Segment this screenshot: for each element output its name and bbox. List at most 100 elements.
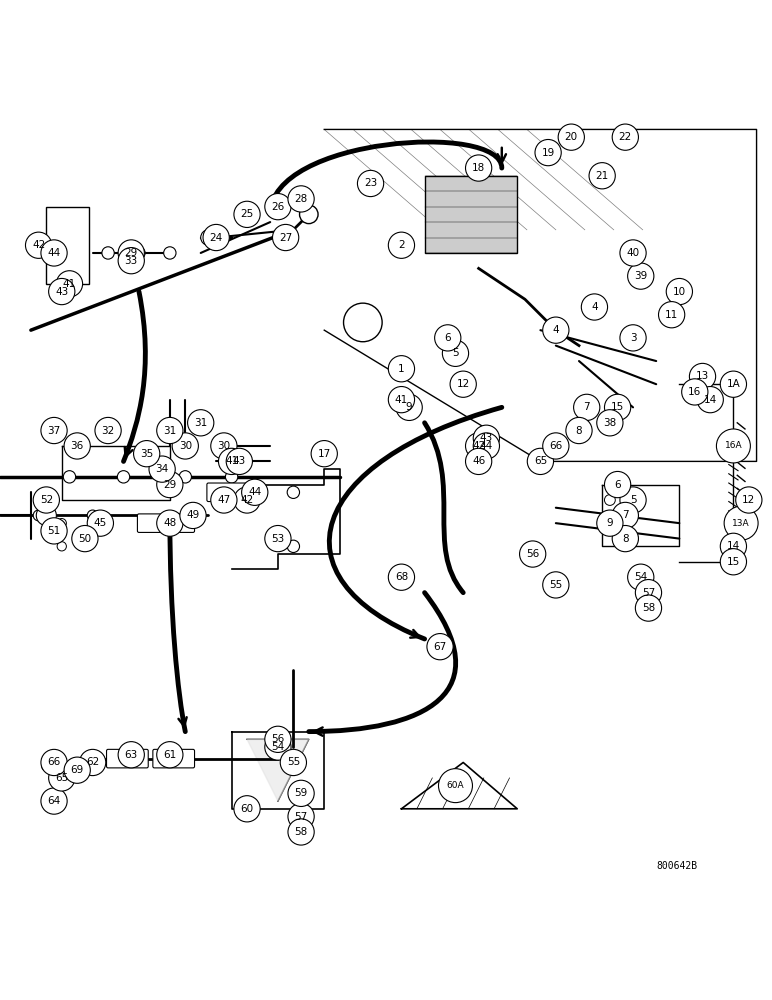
Text: 41: 41 — [394, 395, 408, 405]
Text: 7: 7 — [584, 402, 590, 412]
Text: 16A: 16A — [725, 441, 742, 450]
Text: 44: 44 — [248, 487, 262, 497]
Text: 28: 28 — [294, 194, 308, 204]
Text: 29: 29 — [124, 248, 138, 258]
Circle shape — [87, 510, 98, 521]
Circle shape — [118, 742, 144, 768]
Text: 4: 4 — [553, 325, 559, 335]
Text: 21: 21 — [595, 171, 609, 181]
Circle shape — [659, 302, 685, 328]
Circle shape — [80, 749, 106, 776]
Circle shape — [635, 595, 662, 621]
Circle shape — [612, 124, 638, 150]
Circle shape — [589, 163, 615, 189]
Text: 51: 51 — [47, 526, 61, 536]
Circle shape — [388, 232, 415, 258]
Circle shape — [265, 734, 291, 760]
Text: 61: 61 — [163, 750, 177, 760]
Circle shape — [201, 230, 216, 245]
Text: 23: 23 — [364, 178, 378, 188]
Polygon shape — [247, 739, 309, 801]
Text: 49: 49 — [186, 510, 200, 520]
Text: 54: 54 — [634, 572, 648, 582]
Text: 62: 62 — [86, 757, 100, 767]
Text: 6: 6 — [445, 333, 451, 343]
Circle shape — [620, 325, 646, 351]
Circle shape — [620, 487, 646, 513]
Text: 7: 7 — [622, 510, 628, 520]
Circle shape — [388, 387, 415, 413]
Text: 58: 58 — [642, 603, 655, 613]
Text: 1: 1 — [398, 364, 405, 374]
Circle shape — [450, 371, 476, 397]
Text: 60: 60 — [240, 804, 254, 814]
Circle shape — [117, 471, 130, 483]
Circle shape — [33, 510, 44, 521]
Text: 24: 24 — [209, 233, 223, 243]
Circle shape — [265, 525, 291, 552]
Circle shape — [57, 519, 66, 528]
Circle shape — [720, 371, 747, 397]
Text: 41: 41 — [63, 279, 76, 289]
Text: 57: 57 — [642, 588, 655, 598]
Text: 54: 54 — [271, 742, 285, 752]
Circle shape — [49, 754, 59, 763]
Text: 48: 48 — [163, 518, 177, 528]
Circle shape — [473, 425, 499, 451]
Text: 46: 46 — [472, 456, 486, 466]
Text: 12: 12 — [742, 495, 756, 505]
Circle shape — [689, 363, 716, 390]
Circle shape — [36, 505, 56, 525]
Circle shape — [724, 506, 758, 540]
Text: 42: 42 — [32, 240, 46, 250]
Text: 58: 58 — [294, 827, 308, 837]
Text: 25: 25 — [240, 209, 254, 219]
Text: 59: 59 — [294, 788, 308, 798]
Circle shape — [41, 749, 67, 776]
Circle shape — [473, 433, 499, 459]
Polygon shape — [232, 732, 324, 809]
Text: 12: 12 — [456, 379, 470, 389]
Text: 35: 35 — [140, 449, 154, 459]
Circle shape — [265, 194, 291, 220]
Circle shape — [273, 224, 299, 251]
Circle shape — [41, 518, 67, 544]
Text: 44: 44 — [47, 248, 61, 258]
Text: 33: 33 — [124, 256, 138, 266]
Text: 8: 8 — [576, 426, 582, 436]
Text: 52: 52 — [39, 495, 53, 505]
FancyBboxPatch shape — [107, 749, 148, 768]
Circle shape — [442, 340, 469, 366]
Circle shape — [41, 417, 67, 444]
Circle shape — [157, 417, 183, 444]
Text: 1A: 1A — [726, 379, 740, 389]
Circle shape — [33, 487, 59, 513]
Circle shape — [288, 780, 314, 806]
Circle shape — [720, 549, 747, 575]
Circle shape — [527, 448, 554, 475]
Circle shape — [466, 433, 492, 459]
Circle shape — [427, 634, 453, 660]
FancyBboxPatch shape — [137, 514, 195, 532]
Circle shape — [604, 394, 631, 420]
Circle shape — [211, 433, 237, 459]
Bar — [46, 207, 89, 284]
Text: 2: 2 — [398, 240, 405, 250]
Text: 45: 45 — [93, 518, 107, 528]
Circle shape — [56, 271, 83, 297]
Circle shape — [543, 433, 569, 459]
Text: 68: 68 — [394, 572, 408, 582]
Circle shape — [682, 379, 708, 405]
Circle shape — [597, 410, 623, 436]
Text: 65: 65 — [533, 456, 547, 466]
Circle shape — [736, 487, 762, 513]
FancyBboxPatch shape — [207, 483, 264, 502]
Text: 11: 11 — [665, 310, 679, 320]
Text: 53: 53 — [271, 534, 285, 544]
Text: 66: 66 — [549, 441, 563, 451]
Circle shape — [396, 394, 422, 420]
Circle shape — [720, 533, 747, 559]
Text: 9: 9 — [607, 518, 613, 528]
Circle shape — [287, 540, 300, 552]
Circle shape — [218, 448, 245, 475]
